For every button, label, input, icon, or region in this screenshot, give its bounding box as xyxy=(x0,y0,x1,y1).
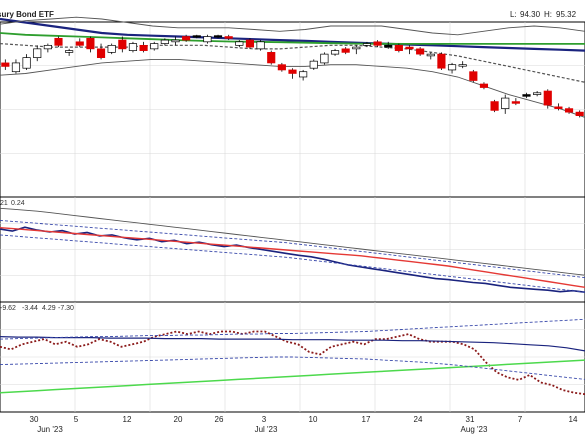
series-line-ma-dashed xyxy=(0,43,585,83)
candle-body xyxy=(160,39,169,44)
candle-body xyxy=(447,64,457,71)
bot-legend-value-3: 4.29 xyxy=(42,305,56,312)
candle-body xyxy=(1,62,10,67)
candle-body xyxy=(213,35,223,38)
x-tick-month: Aug '23 xyxy=(461,425,488,434)
candle-body xyxy=(362,43,372,46)
candle-body xyxy=(267,52,276,64)
candle-body xyxy=(522,94,531,97)
candle-body xyxy=(394,44,403,51)
series-line-ma-blue xyxy=(0,17,585,52)
candle-body xyxy=(96,48,106,58)
bot-legend-value-1: -9.62 xyxy=(0,305,16,312)
candle-body xyxy=(75,41,84,46)
x-axis: 30 5 12 20 26 3 10 17 24 31 7 14 Jun '23 Jul '23 Aug '… xyxy=(30,415,578,434)
x-tick-month: Jul '23 xyxy=(255,425,278,434)
x-tick-day: 5 xyxy=(74,415,79,424)
candle-body xyxy=(11,62,21,73)
series-line-dashed-upper xyxy=(0,318,585,340)
candle-body xyxy=(554,106,563,109)
candle-body xyxy=(479,83,489,88)
candle-body xyxy=(511,101,520,104)
candle-body xyxy=(224,36,233,39)
x-tick-day: 3 xyxy=(262,415,267,424)
x-tick-day: 7 xyxy=(518,415,523,424)
x-tick-day: 26 xyxy=(215,415,224,424)
candle-body xyxy=(171,39,180,43)
x-tick-day: 14 xyxy=(569,415,578,424)
candle-body xyxy=(330,50,340,55)
x-tick-day: 17 xyxy=(362,415,371,424)
candle-body xyxy=(288,69,297,74)
candle-body xyxy=(575,111,584,117)
candle-body xyxy=(341,48,350,53)
x-tick-day: 30 xyxy=(30,415,39,424)
x-tick-day: 10 xyxy=(309,415,318,424)
mid-legend-value-2: 0.24 xyxy=(11,200,25,207)
mid-legend-value-1: 21 xyxy=(0,200,8,207)
chart-title: sury Bond ETF xyxy=(0,10,54,19)
low-label: L: xyxy=(510,10,517,19)
candle-body xyxy=(299,71,308,78)
series-line-dashed-upper xyxy=(0,219,585,279)
bottom-indicator-pane xyxy=(0,301,585,413)
candle-body xyxy=(43,44,52,50)
series-line-dashed-lower xyxy=(0,234,585,293)
candle-body xyxy=(192,35,201,38)
price-pane xyxy=(0,16,585,198)
candle-body xyxy=(320,53,329,64)
x-tick-day: 12 xyxy=(123,415,132,424)
candle-body xyxy=(33,48,42,58)
candle-body xyxy=(405,46,414,50)
low-value: 94.30 xyxy=(520,10,541,19)
series-line-ma xyxy=(0,227,585,288)
bot-legend-value-2: -3.44 xyxy=(22,305,38,312)
candle-body xyxy=(182,36,191,41)
candle-body xyxy=(245,39,255,48)
candle-body xyxy=(235,41,244,46)
candle-body xyxy=(352,46,361,50)
candle-body xyxy=(373,41,382,46)
x-tick-month: Jun '23 xyxy=(37,425,63,434)
candle-body xyxy=(150,43,159,50)
candle-body xyxy=(458,64,467,67)
high-value: 95.32 xyxy=(556,10,577,19)
x-tick-day: 24 xyxy=(414,415,423,424)
bot-legend-value-4: -7.30 xyxy=(58,305,74,312)
candle-body xyxy=(437,53,446,69)
candle-body xyxy=(469,71,478,81)
candle-body xyxy=(256,41,265,50)
x-tick-day: 20 xyxy=(174,415,183,424)
candle-body xyxy=(309,60,318,69)
high-label: H: xyxy=(544,10,552,19)
series-line-green xyxy=(0,359,585,394)
candle-body xyxy=(533,92,542,95)
candle-body xyxy=(501,97,510,109)
series-line-blue xyxy=(0,336,585,352)
candle-body xyxy=(86,37,95,50)
candle-body xyxy=(490,101,499,111)
candle-body xyxy=(139,44,148,51)
candle-body xyxy=(54,37,63,46)
series-line-upper-band xyxy=(0,207,585,276)
candle-body xyxy=(564,108,574,113)
candle-body xyxy=(65,50,74,53)
candle-body xyxy=(384,44,393,48)
series-line-bb-upper xyxy=(0,16,585,36)
series-line-dashed-lower xyxy=(0,356,585,380)
middle-indicator-pane xyxy=(0,196,585,303)
candle-body xyxy=(107,44,116,53)
candle-body xyxy=(277,64,286,71)
candle-body xyxy=(118,39,127,50)
candle-body xyxy=(22,57,31,69)
series-line-ma-green xyxy=(0,32,585,45)
candle-body xyxy=(416,48,425,55)
candle-body xyxy=(543,90,552,106)
x-tick-day: 31 xyxy=(466,415,475,424)
candle-body xyxy=(203,36,212,43)
candle-body xyxy=(426,53,435,57)
candle-body xyxy=(128,43,138,51)
